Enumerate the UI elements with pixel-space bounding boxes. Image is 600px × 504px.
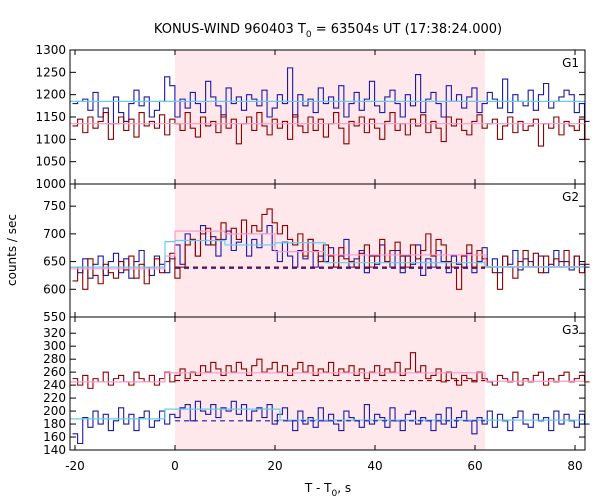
panel-g1: 1000 1050 1100 1150 1200 1250 1300 G1 bbox=[35, 43, 590, 191]
x-tick-label: 20 bbox=[267, 459, 282, 473]
x-tick-label: 0 bbox=[171, 459, 179, 473]
y-tick-label-g2: 650 bbox=[43, 255, 66, 269]
y-tick-label-g1: 1200 bbox=[35, 88, 66, 102]
fit-line-g2-fit-b bbox=[70, 239, 585, 268]
y-tick-label-g2: 600 bbox=[43, 282, 66, 296]
chart-title: KONUS-WIND 960403 T0 = 63504s UT (17:38:… bbox=[154, 22, 502, 40]
y-tick-label-g1: 1250 bbox=[35, 65, 66, 79]
x-axis-label-main: T - T bbox=[304, 481, 332, 495]
y-tick-label-g1: 1150 bbox=[35, 110, 66, 124]
plot-area: 1000105011001150120012501300G15506006507… bbox=[35, 43, 590, 473]
panel-label-g3: G3 bbox=[562, 323, 579, 337]
y-tick-label-g2: 700 bbox=[43, 227, 66, 241]
fit-line-g3-fit-b bbox=[70, 408, 585, 421]
y-tick-label-g1: 1300 bbox=[35, 43, 66, 57]
fit-line-g3-fit-a bbox=[70, 372, 585, 383]
panel-label-g1: G1 bbox=[562, 56, 579, 70]
chart-title-main: KONUS-WIND 960403 T bbox=[154, 22, 306, 37]
panel-frame-g3 bbox=[69, 316, 586, 451]
y-tick-label-g3: 180 bbox=[43, 417, 66, 431]
y-tick-label-g3: 260 bbox=[43, 365, 66, 379]
x-tick-label: 60 bbox=[467, 459, 482, 473]
y-tick-label-g2: 550 bbox=[43, 310, 66, 324]
y-tick-label-g3: 140 bbox=[43, 443, 66, 457]
y-tick-label-g1: 1000 bbox=[35, 177, 66, 191]
series-line-g2-2 bbox=[72, 208, 590, 290]
panel-g2: 550 600 650 700 750 G2 bbox=[43, 183, 590, 324]
x-tick-label: -20 bbox=[65, 459, 85, 473]
panel-label-g2: G2 bbox=[562, 190, 579, 204]
y-tick-label-g3: 240 bbox=[43, 378, 66, 392]
y-tick-label-g3: 280 bbox=[43, 352, 66, 366]
y-tick-label-g2: 750 bbox=[43, 199, 66, 213]
y-axis-label: counts / sec bbox=[5, 214, 19, 286]
chart-title-sub: 0 bbox=[306, 30, 312, 40]
x-axis-label-sub: 0 bbox=[332, 489, 338, 499]
y-tick-label-g1: 1050 bbox=[35, 155, 66, 169]
y-tick-label-g1: 1100 bbox=[35, 132, 66, 146]
y-tick-label-g3: 160 bbox=[43, 430, 66, 444]
fit-line-g2-fit-a bbox=[70, 230, 585, 270]
series-line-g3-1 bbox=[72, 400, 590, 445]
highlight-interval bbox=[175, 50, 485, 450]
x-axis-label-rest: , s bbox=[337, 481, 351, 495]
chart-title-rest: = 63504s UT (17:38:24.000) bbox=[312, 22, 502, 37]
x-tick-label: 40 bbox=[367, 459, 382, 473]
x-axis-label: T - T0, s bbox=[304, 481, 351, 499]
y-tick-label-g3: 300 bbox=[43, 339, 66, 353]
y-tick-label-g3: 220 bbox=[43, 391, 66, 405]
y-tick-label-g3: 200 bbox=[43, 404, 66, 418]
x-tick-label: 80 bbox=[567, 459, 582, 473]
series-line-g1-1 bbox=[72, 67, 590, 125]
y-tick-label-g3: 320 bbox=[43, 326, 66, 340]
